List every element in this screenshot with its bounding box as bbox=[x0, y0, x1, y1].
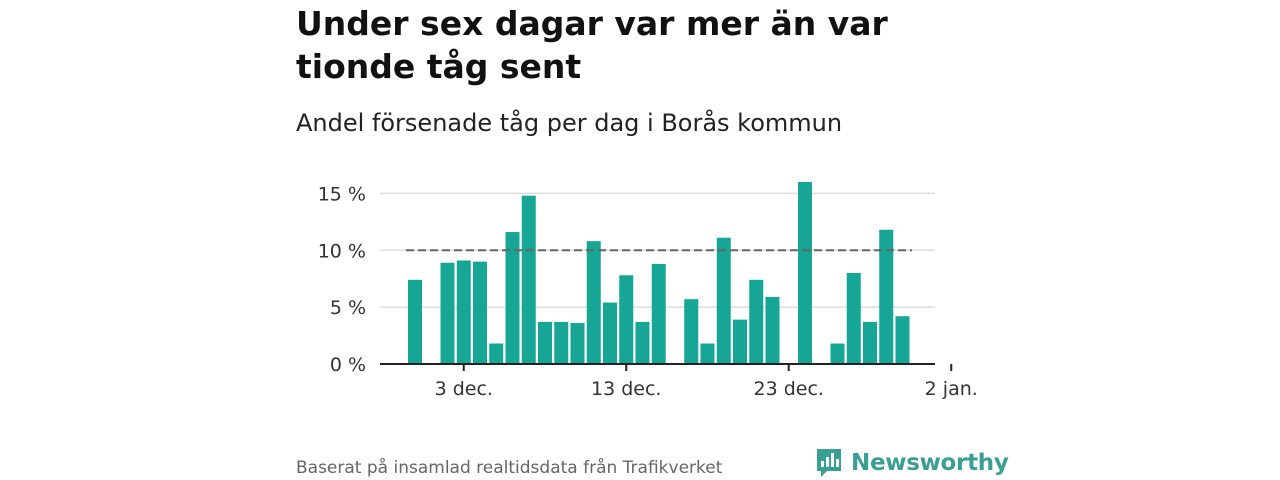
logo-text: Newsworthy bbox=[851, 450, 1009, 476]
chart-subtitle: Andel försenade tåg per dag i Borås komm… bbox=[296, 109, 843, 137]
bar bbox=[863, 321, 877, 364]
bar bbox=[456, 260, 471, 364]
bar bbox=[521, 195, 536, 364]
bar bbox=[408, 279, 422, 364]
bar bbox=[895, 316, 910, 364]
bar bbox=[651, 263, 666, 364]
bar bbox=[570, 323, 585, 364]
y-axis: 0 % 5 % 10 % 15 % bbox=[318, 183, 366, 376]
bar bbox=[554, 321, 569, 364]
y-tick-label: 15 % bbox=[318, 183, 366, 205]
newsworthy-logo-icon bbox=[817, 449, 841, 477]
bars bbox=[408, 182, 910, 364]
x-axis: 3 dec. 13 dec. 23 dec. 2 jan. bbox=[380, 363, 978, 400]
bar bbox=[879, 229, 894, 364]
bar bbox=[716, 237, 731, 364]
newsworthy-logo: Newsworthy bbox=[815, 446, 1009, 480]
bar bbox=[733, 319, 747, 364]
x-tick-label: 3 dec. bbox=[435, 378, 493, 400]
bar bbox=[489, 343, 504, 364]
bar bbox=[538, 321, 552, 364]
bar bbox=[440, 262, 455, 364]
chart-title: Under sex dagar var mer än var tionde tå… bbox=[296, 4, 888, 86]
x-tick-label: 13 dec. bbox=[591, 378, 661, 400]
y-tick-label: 10 % bbox=[318, 240, 366, 262]
bar bbox=[603, 302, 617, 364]
x-tick-label: 2 jan. bbox=[925, 378, 978, 400]
bar bbox=[473, 261, 487, 364]
bar bbox=[700, 343, 715, 364]
bar bbox=[846, 273, 861, 364]
bar bbox=[505, 232, 520, 364]
y-tick-label: 5 % bbox=[330, 297, 366, 319]
bar bbox=[798, 182, 812, 364]
bar-chart: 3 dec. 13 dec. 23 dec. 2 jan. 0 % 5 % 10 % 15 … bbox=[318, 182, 978, 400]
bar bbox=[635, 321, 650, 364]
bar bbox=[684, 299, 699, 364]
bar bbox=[586, 241, 601, 364]
bar bbox=[619, 275, 634, 364]
bar bbox=[765, 296, 780, 364]
bar bbox=[830, 343, 845, 364]
x-tick-label: 23 dec. bbox=[754, 378, 824, 400]
y-tick-label: 0 % bbox=[330, 354, 366, 376]
bar bbox=[749, 279, 764, 364]
source-note: Baserat på insamlad realtidsdata från Tr… bbox=[296, 458, 723, 478]
